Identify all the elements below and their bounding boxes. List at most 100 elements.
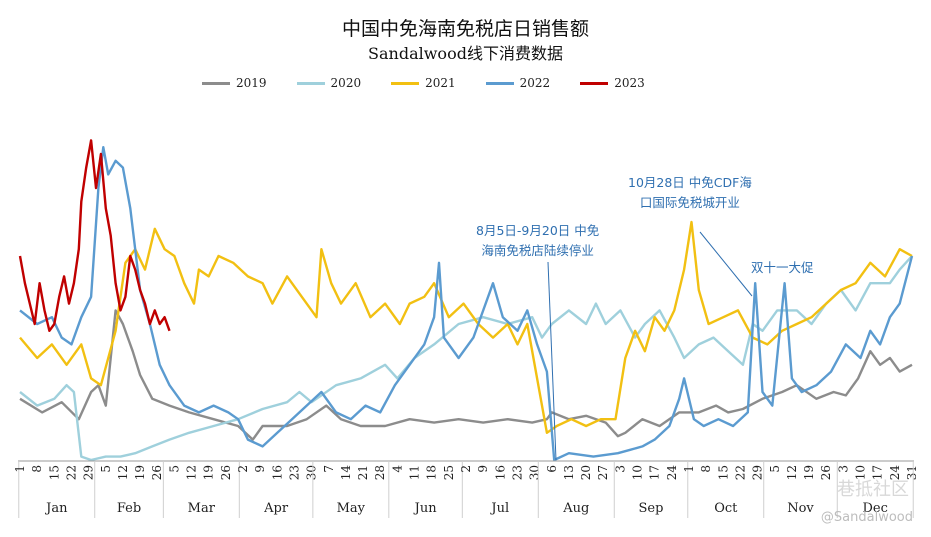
legend-item-2020: 2020 <box>296 76 361 90</box>
cdf-leader-line <box>699 231 753 297</box>
x-tick-label: 12 <box>185 465 199 480</box>
legend-label: 2023 <box>614 76 645 90</box>
annotation-double11-line-1: 双十一大促 <box>751 260 814 275</box>
x-tick-label: 27 <box>596 465 610 480</box>
annotation-cdf-opening: 10月28日 中免CDF海 口国际免税城开业 <box>628 173 752 213</box>
annotation-cdf-line-1: 10月28日 中免CDF海 <box>628 175 752 190</box>
legend-label: 2019 <box>236 76 267 90</box>
x-tick-label: 8 <box>30 465 44 473</box>
watermark: @Sandalwood <box>820 510 913 525</box>
annotation-leaders <box>547 231 753 461</box>
month-label-sep: Sep <box>639 501 664 516</box>
x-tick-label: 19 <box>133 465 147 480</box>
legend-item-2021: 2021 <box>391 76 456 90</box>
series-line-2022 <box>19 145 914 462</box>
x-tick-label: 24 <box>888 465 902 481</box>
x-tick-label: 3 <box>836 465 850 473</box>
x-tick-label: 12 <box>116 465 130 480</box>
month-label-aug: Aug <box>562 501 589 516</box>
legend-item-2019: 2019 <box>202 76 267 90</box>
x-tick-label: 31 <box>905 465 919 480</box>
x-tick-label: 30 <box>528 465 542 480</box>
x-tick-label: 16 <box>493 465 507 480</box>
annotation-closure-line-1: 8月5日-9月20日 中免 <box>476 223 600 238</box>
x-tick-label: 1 <box>13 465 27 473</box>
plot-area <box>18 139 914 462</box>
x-tick-label: 8 <box>699 465 713 473</box>
x-tick-label: 17 <box>648 465 662 480</box>
series-line-2023 <box>18 139 171 332</box>
legend-item-2022: 2022 <box>485 76 551 90</box>
x-tick-label: 16 <box>270 465 284 480</box>
annotation-double-eleven: 双十一大促 <box>751 258 814 278</box>
month-label-feb: Feb <box>117 501 141 516</box>
x-tick-label: 26 <box>819 465 833 480</box>
x-tick-label: 1 <box>682 465 696 473</box>
x-tick-label: 18 <box>425 465 439 480</box>
series-line-2021 <box>19 220 913 434</box>
x-tick-label: 24 <box>665 465 679 481</box>
x-tick-label: 20 <box>579 465 593 480</box>
month-label-jul: Jul <box>489 501 509 516</box>
x-tick-label: 11 <box>408 465 422 480</box>
series-line-2020 <box>19 255 913 462</box>
legend-label: 2021 <box>425 76 456 90</box>
x-tick-label: 10 <box>854 465 868 480</box>
x-tick-label: 15 <box>47 465 61 480</box>
x-tick-label: 4 <box>390 465 404 473</box>
x-tick-label: 14 <box>339 465 353 481</box>
x-tick-label: 22 <box>734 465 748 480</box>
closure-leader-line <box>547 261 557 461</box>
x-tick-label: 9 <box>253 465 267 473</box>
x-tick-label: 2 <box>459 465 473 473</box>
annotation-cdf-line-2: 口国际免税城开业 <box>639 195 740 210</box>
x-tick-label: 23 <box>288 465 302 480</box>
x-tick-label: 13 <box>562 465 576 480</box>
x-tick-label: 9 <box>476 465 490 473</box>
legend-swatch <box>296 81 325 85</box>
x-tick-label: 19 <box>802 465 816 480</box>
chart-title: 中国中免海南免税店日销售额 <box>341 18 589 40</box>
x-tick-label: 25 <box>442 465 456 480</box>
month-label-nov: Nov <box>787 501 814 516</box>
x-tick-label: 5 <box>167 465 181 473</box>
x-tick-label: 21 <box>356 465 370 480</box>
legend-swatch <box>202 81 230 85</box>
annotation-closure: 8月5日-9月20日 中免 海南免税店陆续停业 <box>476 221 599 261</box>
legend-swatch <box>391 81 420 85</box>
chart-subtitle: Sandalwood线下消费数据 <box>368 44 563 63</box>
x-tick-label: 29 <box>751 465 765 480</box>
month-label-jan: Jan <box>44 501 68 516</box>
watermark-logo: 巷抵社区 <box>837 479 909 500</box>
legend-swatch <box>485 81 514 85</box>
month-label-apr: Apr <box>263 501 289 516</box>
legend-swatch <box>580 81 609 85</box>
x-tick-label: 12 <box>785 465 799 480</box>
legend: 2019 2020 2021 2022 2023 <box>202 76 645 90</box>
legend-label: 2022 <box>519 76 551 90</box>
month-label-dec: Dec <box>862 501 887 516</box>
x-tick-label: 19 <box>202 465 216 480</box>
month-label-mar: Mar <box>188 501 216 516</box>
month-label-oct: Oct <box>714 501 738 516</box>
x-tick-label: 5 <box>768 465 782 473</box>
x-tick-label: 30 <box>305 465 319 480</box>
x-tick-label: 7 <box>322 465 336 473</box>
x-tick-label: 10 <box>631 465 645 480</box>
x-tick-label: 2 <box>236 465 250 473</box>
x-tick-label: 6 <box>545 465 559 473</box>
x-tick-label: 3 <box>613 465 627 473</box>
annotation-closure-line-2: 海南免税店陆续停业 <box>481 243 594 258</box>
x-tick-label: 26 <box>150 465 164 480</box>
x-tick-label: 22 <box>65 465 79 480</box>
x-tick-label: 28 <box>373 465 387 480</box>
x-tick-label: 5 <box>99 465 113 473</box>
month-label-jun: Jun <box>413 501 438 516</box>
series-line-2019 <box>19 309 913 441</box>
x-tick-label: 29 <box>82 465 96 480</box>
x-tick-label: 17 <box>871 465 885 480</box>
x-tick-label: 26 <box>219 465 233 480</box>
x-tick-label: 15 <box>716 465 730 480</box>
